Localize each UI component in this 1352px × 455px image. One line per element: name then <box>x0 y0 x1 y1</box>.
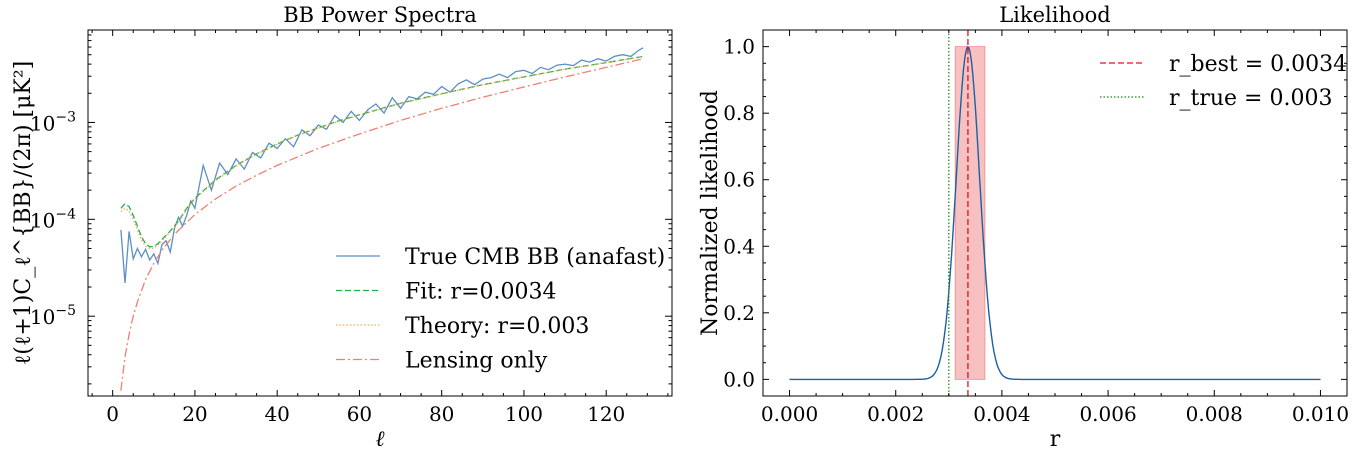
x-tick-label: 20 <box>182 402 207 426</box>
left-axes-frame <box>87 29 673 397</box>
right-x-ticks: 0.000 0.002 0.004 0.006 0.008 0.010 <box>761 30 1349 426</box>
x-tick-label: 0.002 <box>867 402 924 426</box>
x-tick-label: 0.000 <box>761 402 818 426</box>
x-tick-label: 80 <box>429 402 454 426</box>
x-tick-label: 120 <box>587 402 625 426</box>
x-tick-label: 0.008 <box>1186 402 1243 426</box>
left-y-ticks: 10−5 10−4 10−3 <box>30 34 672 385</box>
left-legend: True CMB BB (anafast) Fit: r=0.0034 Theory… <box>336 245 665 374</box>
y-tick-label: 0.8 <box>723 101 755 125</box>
y-tick-label: 10−5 <box>30 303 76 329</box>
y-tick-label: 0.6 <box>723 168 755 192</box>
legend-label-r-best: r_best = 0.0034 <box>1169 52 1347 77</box>
legend-label-lensing: Lensing only <box>405 349 548 374</box>
right-legend: r_best = 0.0034 r_true = 0.003 <box>1100 52 1347 111</box>
y-tick-label: 0.4 <box>723 234 755 258</box>
x-tick-label: 60 <box>347 402 372 426</box>
right-axes-frame <box>762 29 1348 397</box>
right-y-ticks: 0.0 0.2 0.4 0.6 0.8 1.0 <box>723 35 1347 391</box>
right-chart-title: Likelihood <box>999 3 1111 27</box>
legend-label-fit: Fit: r=0.0034 <box>405 280 556 305</box>
x-tick-label: 0.004 <box>973 402 1030 426</box>
left-x-axis-label: ℓ <box>375 427 385 452</box>
credible-interval-band <box>954 46 986 380</box>
left-plot-area <box>120 47 644 391</box>
series-line-true-cmb <box>120 47 644 284</box>
x-tick-label: 0 <box>106 402 119 426</box>
y-tick-label: 0.0 <box>723 367 755 391</box>
y-tick-label: 10−3 <box>30 109 76 135</box>
x-tick-label: 0.010 <box>1292 402 1349 426</box>
right-y-axis-label: Normalized likelihood <box>698 90 723 336</box>
left-y-axis-label: ℓ(ℓ+1)C_ℓ^{BB}/(2π) [μK²] <box>11 61 36 366</box>
likelihood-curve <box>789 46 1321 381</box>
legend-label-theory: Theory: r=0.003 <box>405 314 589 339</box>
left-x-ticks: 0 20 40 60 80 100 120 <box>91 30 669 426</box>
right-x-axis-label: r <box>1050 427 1061 452</box>
y-tick-label: 1.0 <box>723 35 755 59</box>
series-line-theory <box>120 55 644 250</box>
x-tick-label: 100 <box>505 402 543 426</box>
y-tick-label: 10−4 <box>30 206 76 232</box>
x-tick-label: 40 <box>264 402 289 426</box>
likelihood-panel: Likelihood 0.000 0.002 0.004 0.006 0.008 0.01… <box>698 3 1349 452</box>
x-tick-label: 0.006 <box>1079 402 1136 426</box>
legend-label-true-cmb: True CMB BB (anafast) <box>405 245 665 270</box>
series-line-fit <box>120 55 644 248</box>
y-tick-label: 0.2 <box>723 301 755 325</box>
right-plot-area <box>789 30 1321 396</box>
series-line-lensing <box>120 58 644 391</box>
legend-label-r-true: r_true = 0.003 <box>1169 86 1332 111</box>
power-spectra-panel: BB Power Spectra 0 20 40 60 80 100 120 10−510−… <box>11 3 673 452</box>
left-chart-title: BB Power Spectra <box>283 3 477 27</box>
